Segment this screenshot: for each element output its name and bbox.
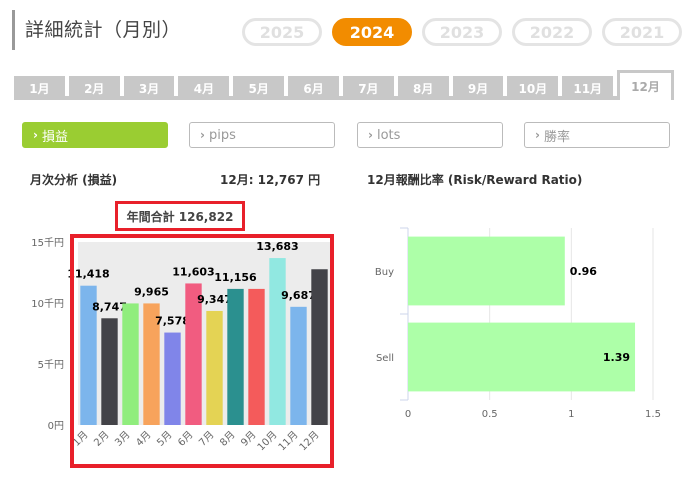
bar-sell [408, 322, 636, 392]
year-2024[interactable]: 2024 [332, 18, 412, 46]
x-tick-label: 0 [405, 409, 411, 420]
month-tab-2[interactable]: 2月 [68, 76, 120, 100]
month-summary: 12月: 12,767 円 [220, 173, 321, 187]
bar-10 [269, 258, 286, 425]
metric-tab-label: pips [208, 127, 236, 143]
data-label: 13,683 [256, 240, 298, 253]
bar-8 [227, 288, 244, 425]
data-label: 7,578 [155, 315, 190, 328]
year-2022[interactable]: 2022 [512, 18, 592, 46]
month-tabs: 1月 2月 3月 4月 5月 6月 7月 8月 9月 10月 11月 12月 [14, 70, 674, 100]
metric-tab-label: 勝率 [543, 129, 570, 145]
year-2023[interactable]: 2023 [422, 18, 502, 46]
data-label: 8,747 [92, 300, 127, 313]
monthly-analysis-heading: 月次分析 (損益) [30, 173, 118, 187]
metric-tab-pips[interactable]: › pips [189, 122, 335, 148]
risk-reward-chart: 0 0.5 1 1.5 Buy 0.96 Sell 1.39 [375, 227, 661, 420]
bar-buy [408, 236, 565, 306]
bar-6 [185, 283, 202, 425]
month-tab-1[interactable]: 1月 [14, 76, 65, 100]
data-label: 0.96 [570, 265, 597, 278]
y-tick-label: Buy [375, 267, 394, 278]
data-label: 9,347 [197, 293, 232, 306]
y-tick-label: 5千円 [38, 359, 64, 371]
bar-7 [206, 310, 223, 425]
data-label: 9,687 [281, 289, 316, 302]
x-tick-label: 0.5 [482, 409, 498, 420]
annual-total: 年間合計 126,822 [115, 201, 245, 231]
year-2021[interactable]: 2021 [602, 18, 682, 46]
metric-tab-lots[interactable]: › lots [357, 122, 503, 148]
bar-9 [248, 288, 265, 425]
chevron-right-icon: › [33, 128, 38, 142]
month-tab-10[interactable]: 10月 [507, 76, 559, 100]
data-label: 11,603 [172, 265, 214, 278]
metric-tab-profit[interactable]: › 損益 [22, 122, 168, 148]
month-tab-11[interactable]: 11月 [562, 76, 614, 100]
chevron-right-icon: › [368, 128, 373, 142]
month-tab-8[interactable]: 8月 [397, 76, 449, 100]
y-tick-label: 0円 [48, 421, 64, 432]
metric-tab-label: lots [376, 127, 401, 143]
month-tab-5[interactable]: 5月 [233, 76, 285, 100]
chart-highlight [70, 234, 334, 468]
y-tick-label: 10千円 [31, 298, 64, 310]
bar-11 [290, 306, 307, 425]
year-selector: 2025 2024 2023 2022 2021 [242, 18, 682, 46]
data-label: 11,156 [214, 271, 257, 284]
plot-background [78, 242, 330, 425]
chevron-right-icon: › [535, 128, 540, 142]
page-title: 詳細統計（月別） [12, 10, 181, 50]
month-tab-12[interactable]: 12月 [617, 70, 674, 100]
bar-12 [311, 269, 328, 425]
month-tab-4[interactable]: 4月 [178, 76, 230, 100]
month-tab-7[interactable]: 7月 [342, 76, 394, 100]
metric-tab-label: 損益 [41, 129, 68, 145]
chevron-right-icon: › [200, 128, 205, 142]
ratio-heading: 12月報酬比率 (Risk/Reward Ratio) [367, 173, 583, 187]
data-label: 11,418 [67, 268, 109, 281]
bar-1 [80, 285, 97, 425]
annual-total-label: 年間合計 126,822 [126, 209, 234, 224]
bar-2 [101, 318, 118, 425]
x-tick-label: 1 [568, 409, 574, 420]
bar-5 [164, 332, 181, 425]
month-tab-9[interactable]: 9月 [452, 76, 504, 100]
month-tab-6[interactable]: 6月 [288, 76, 339, 100]
x-tick-label: 1.5 [645, 409, 661, 420]
bar-4 [143, 303, 160, 425]
metric-tab-winrate[interactable]: › 勝率 [524, 122, 670, 148]
year-2025[interactable]: 2025 [242, 18, 322, 46]
month-tab-3[interactable]: 3月 [123, 76, 175, 100]
y-tick-label: 15千円 [31, 237, 64, 249]
data-label: 9,965 [134, 285, 169, 298]
data-label: 1.39 [603, 351, 630, 364]
bar-3 [122, 303, 139, 425]
y-tick-label: Sell [376, 353, 394, 364]
